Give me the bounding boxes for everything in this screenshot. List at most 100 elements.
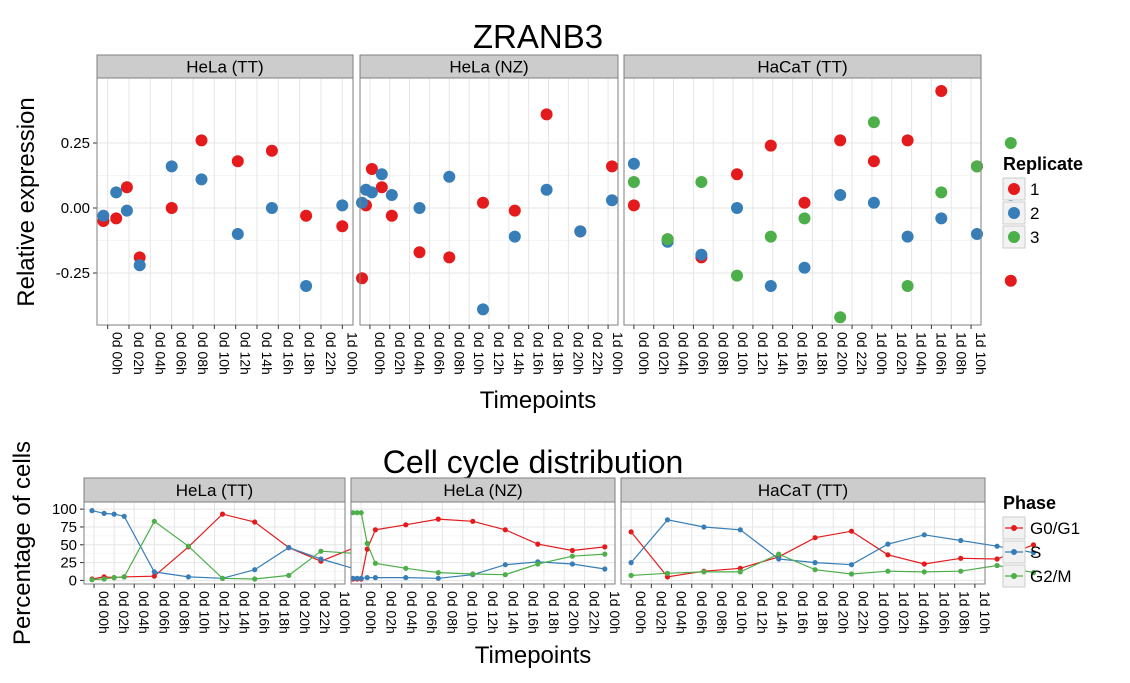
xtick-label: 1d 00h (876, 591, 892, 634)
data-point (901, 134, 914, 147)
data-point (731, 168, 743, 181)
cycle-panel-2: HeLa (NZ) 0d 00h 0d 02h 0d 04h 0d 06h 0d 08h 0… (350, 477, 623, 634)
data-point (776, 551, 782, 557)
xtick-label: 1d 06h (933, 332, 949, 375)
data-point (231, 228, 244, 240)
xtick-label: 0d 20h (834, 332, 850, 375)
xtick-label: 0d 18h (815, 591, 831, 634)
data-point (921, 561, 927, 567)
data-point (97, 209, 110, 222)
xtick-label: 0d 00h (633, 591, 649, 634)
series-line-S (630, 519, 1034, 566)
xtick-label: 0d 04h (674, 591, 690, 634)
data-point (935, 212, 948, 225)
data-point (89, 508, 95, 514)
panel-border (620, 501, 986, 585)
xtick-label: 0d 14h (775, 591, 791, 634)
data-point (812, 535, 818, 541)
data-point (627, 157, 640, 170)
data-point (798, 261, 811, 274)
xtick-label: 0d 14h (505, 591, 521, 634)
facet-strip-label: HeLa (NZ) (449, 58, 528, 77)
data-point (695, 248, 708, 261)
xtick-label: 0d 04h (136, 591, 152, 634)
xtick-label: 0d 12h (754, 591, 770, 634)
xtick-label: 0d 08h (715, 332, 731, 375)
data-point (252, 576, 258, 582)
data-point (508, 230, 521, 243)
data-point (701, 569, 707, 575)
xtick-label: 1d 04h (914, 332, 930, 375)
data-point (627, 176, 640, 188)
xtick-label: 0d 20h (297, 591, 313, 634)
data-point (443, 170, 456, 183)
xtick-label: 0d 22h (856, 591, 872, 634)
data-point (921, 569, 927, 575)
data-point (701, 524, 707, 530)
cycle-y-axis-title: Percentage of cells (9, 441, 36, 645)
data-point (375, 181, 388, 194)
xtick-label: 0d 04h (404, 591, 420, 634)
xtick-label: 0d 06h (174, 332, 190, 375)
facet-strip (83, 477, 346, 503)
data-point (602, 566, 608, 572)
expr-ytick-label: 0.00 (61, 200, 90, 217)
data-point (569, 561, 576, 567)
expr-panel-2: HeLa (NZ)0d 00h 0d 02h 0d 04h 0d 06h 0d 08h 0… (356, 54, 626, 375)
data-point (151, 569, 157, 575)
data-point (867, 155, 880, 168)
legend-label: 1 (1030, 180, 1039, 199)
top-chart-title: ZRANB3 (473, 18, 603, 55)
data-point (921, 532, 927, 538)
xtick-label: 0d 16h (795, 332, 811, 375)
data-point (435, 575, 441, 581)
xtick-label: 1d 02h (896, 591, 912, 634)
xtick-label: 0d 08h (451, 332, 467, 375)
data-point (318, 548, 324, 554)
data-point (165, 160, 178, 173)
legend-key-point (1011, 525, 1017, 531)
xtick-label: 0d 08h (444, 591, 460, 634)
xtick-label: 0d 12h (755, 332, 771, 375)
xtick-label: 1d 00h (610, 332, 626, 375)
data-point (502, 572, 508, 578)
data-point (812, 567, 818, 573)
data-point (286, 572, 292, 579)
data-point (935, 186, 948, 199)
expr-panel-1: HeLa (TT) 0d 00h 0d 02h 0d 04h 0d 06h 0d 08h 0… (96, 54, 381, 375)
xtick-label: 0d 02h (384, 591, 400, 634)
data-point (606, 160, 618, 173)
cycle-ytick-label: 25 (60, 555, 77, 572)
data-point (848, 571, 855, 577)
legend-key-point (1008, 207, 1020, 219)
data-point (540, 108, 553, 121)
xtick-label: 0d 10h (735, 332, 751, 375)
xtick-label: 0d 14h (237, 591, 253, 634)
xtick-label: 0d 18h (277, 591, 293, 634)
data-point (602, 551, 608, 557)
data-point (375, 168, 388, 181)
data-point (664, 517, 671, 523)
data-point (195, 134, 208, 147)
xtick-label: 0d 14h (775, 332, 791, 375)
data-point (628, 560, 634, 566)
xtick-label: 0d 22h (590, 332, 606, 375)
data-point (350, 510, 356, 516)
legend-key-point (1008, 231, 1020, 243)
legend-label: 2 (1030, 204, 1039, 223)
xtick-label: 0d 02h (116, 591, 132, 634)
facet-strip-label: HeLa (NZ) (443, 481, 522, 500)
xtick-label: 0d 06h (424, 591, 440, 634)
xtick-label: 1d 06h (936, 591, 952, 634)
xtick-label: 0d 22h (317, 591, 333, 634)
xtick-label: 0d 00h (636, 332, 652, 375)
data-point (606, 194, 618, 207)
data-point (120, 181, 133, 194)
xtick-label: 0d 08h (176, 591, 192, 634)
data-point (885, 541, 891, 547)
xtick-label: 0d 16h (795, 591, 811, 634)
data-point (165, 202, 178, 214)
xtick-label: 0d 18h (302, 332, 318, 375)
data-point (958, 568, 964, 574)
